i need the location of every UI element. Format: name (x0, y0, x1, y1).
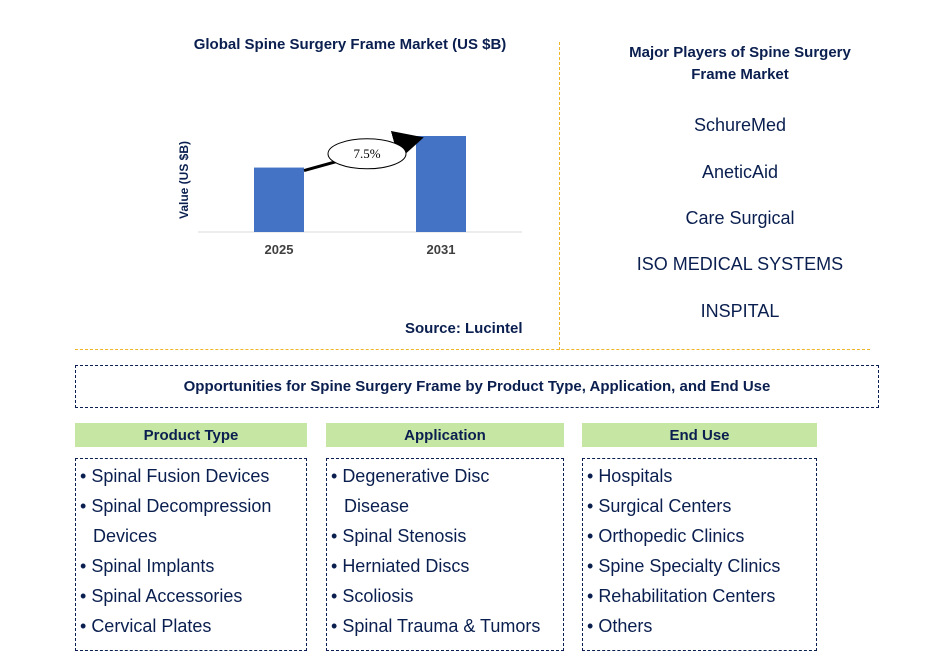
list-item: Spinal Decompression Devices (80, 491, 300, 551)
opportunities-title-box: Opportunities for Spine Surgery Frame by… (75, 365, 879, 408)
player-item: Care Surgical (685, 208, 795, 228)
player-item: ISO MEDICAL SYSTEMS (636, 254, 844, 274)
player-item: AneticAid (701, 162, 779, 182)
list-item: Hospitals (587, 461, 810, 491)
y-axis-label: Value (US $B) (177, 141, 191, 219)
application-list: Degenerative Disc Disease Spinal Stenosi… (331, 461, 557, 641)
x-tick-label: 2031 (427, 242, 456, 257)
player-item: SchureMed (693, 115, 787, 135)
bar-2031 (416, 136, 466, 232)
bar-chart: Value (US $B) 2025 2031 7.5% (177, 130, 522, 257)
list-item: Degenerative Disc Disease (331, 461, 557, 521)
list-item: Scoliosis (331, 581, 557, 611)
list-item: Spinal Stenosis (331, 521, 557, 551)
end-use-list-box: Hospitals Surgical Centers Orthopedic Cl… (582, 458, 817, 651)
product-type-list: Spinal Fusion Devices Spinal Decompressi… (80, 461, 300, 641)
column-heading-application: Application (326, 423, 564, 447)
bar-2025 (254, 167, 304, 232)
x-tick-label: 2025 (265, 242, 294, 257)
list-item: Rehabilitation Centers (587, 581, 810, 611)
horizontal-divider (75, 349, 870, 350)
vertical-divider (559, 42, 560, 350)
list-item: Spinal Accessories (80, 581, 300, 611)
list-item: Cervical Plates (80, 611, 300, 641)
chart-title: Global Spine Surgery Frame Market (US $B… (193, 36, 507, 53)
growth-rate-ellipse (327, 138, 407, 170)
players-title: Major Players of Spine Surgery Frame Mar… (629, 44, 851, 83)
list-item: Orthopedic Clinics (587, 521, 810, 551)
opportunities-title: Opportunities for Spine Surgery Frame by… (183, 378, 771, 395)
growth-rate-label: 7.5% (353, 146, 380, 161)
list-item: Spinal Implants (80, 551, 300, 581)
end-use-list: Hospitals Surgical Centers Orthopedic Cl… (587, 461, 810, 641)
list-item: Spine Specialty Clinics (587, 551, 810, 581)
column-heading-end-use: End Use (582, 423, 817, 447)
list-item: Surgical Centers (587, 491, 810, 521)
list-item: Herniated Discs (331, 551, 557, 581)
list-item: Spinal Trauma & Tumors (331, 611, 557, 641)
source-label: Source: Lucintel (405, 320, 523, 337)
application-list-box: Degenerative Disc Disease Spinal Stenosi… (326, 458, 564, 651)
list-item: Spinal Fusion Devices (80, 461, 300, 491)
product-type-list-box: Spinal Fusion Devices Spinal Decompressi… (75, 458, 307, 651)
list-item: Others (587, 611, 810, 641)
column-heading-product-type: Product Type (75, 423, 307, 447)
player-item: INSPITAL (700, 301, 780, 321)
